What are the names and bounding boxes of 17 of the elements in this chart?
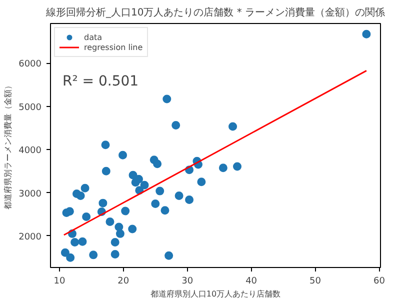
x-tick-label: 10 xyxy=(54,276,66,286)
y-axis-title: 都道府県別ラーメン消費量（金額） xyxy=(4,82,13,210)
x-tick-label: 40 xyxy=(246,276,258,286)
y-tick-label: 4000 xyxy=(18,146,42,156)
y-tick-label: 5000 xyxy=(18,102,42,113)
x-axis-title: 都道府県別人口10万人あたり店舗数 xyxy=(150,290,281,298)
x-tick-label: 30 xyxy=(182,276,194,286)
x-tick-label: 50 xyxy=(310,276,322,286)
chart-title: 線形回帰分析_人口10万人あたりの店舗数 * ラーメン消費量（金額）の関係 xyxy=(44,6,386,18)
x-tick-label: 60 xyxy=(373,276,386,286)
y-tick-label: 6000 xyxy=(18,60,42,70)
x-tick-label: 20 xyxy=(118,276,130,286)
y-tick-label: 2000 xyxy=(18,232,42,242)
legend-label: data xyxy=(84,32,104,42)
legend-label: regression line xyxy=(84,42,143,52)
y-tick-label: 3000 xyxy=(18,189,42,200)
annotation: R² = 0.501 xyxy=(62,74,139,90)
